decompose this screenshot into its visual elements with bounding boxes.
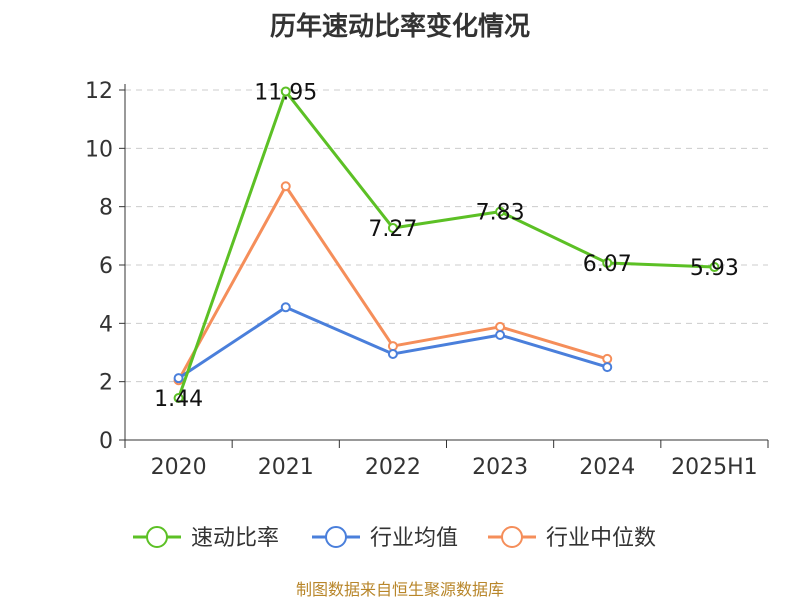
x-tick-label: 2024 [579, 455, 635, 480]
data-point [173, 393, 184, 403]
data-label: 7.27 [368, 217, 417, 242]
x-tick-label: 2025H1 [671, 455, 758, 480]
y-tick-label: 2 [99, 371, 113, 396]
x-tick-label: 2020 [151, 455, 207, 480]
data-point [387, 348, 398, 359]
legend-swatch-marker [501, 526, 523, 548]
y-tick-label: 12 [85, 79, 113, 104]
data-point [280, 302, 291, 313]
x-tick-label: 2022 [365, 455, 421, 480]
data-point [173, 373, 184, 384]
y-tick-label: 10 [85, 137, 113, 162]
data-point [387, 222, 398, 233]
legend-label: 行业均值 [370, 526, 458, 551]
source-footer: 制图数据来自恒生聚源数据库 [295, 580, 504, 599]
legend-swatch-marker [325, 526, 347, 548]
legend-swatch-marker [146, 526, 168, 548]
y-tick-label: 0 [99, 429, 113, 454]
legend-label: 行业中位数 [546, 526, 656, 551]
y-tick-label: 4 [99, 312, 113, 337]
data-point [495, 321, 506, 332]
series-line-0 [177, 89, 715, 399]
data-label: 11.95 [254, 80, 317, 105]
data-point [280, 181, 291, 192]
data-label: 1.44 [154, 387, 203, 412]
data-point [387, 341, 398, 352]
data-point [709, 262, 720, 273]
y-tick-label: 6 [99, 254, 113, 279]
x-tick-label: 2023 [472, 455, 528, 480]
data-point [495, 206, 506, 217]
y-tick-label: 8 [99, 196, 113, 221]
data-label: 6.07 [583, 252, 632, 277]
data-point [495, 330, 506, 340]
chart-title: 历年速动比率变化情况 [269, 12, 530, 42]
legend-label: 速动比率 [191, 526, 279, 551]
data-point [280, 86, 291, 97]
data-point [602, 362, 613, 373]
data-label: 7.83 [476, 201, 525, 226]
data-label: 5.93 [690, 256, 739, 281]
data-point [602, 257, 613, 268]
data-point [602, 353, 613, 364]
x-tick-label: 2021 [258, 455, 314, 480]
